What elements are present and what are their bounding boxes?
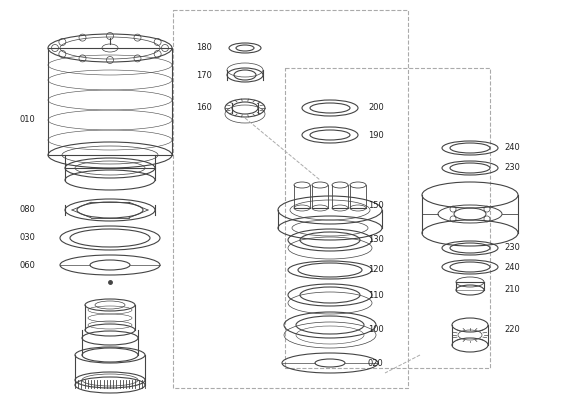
Text: 230: 230 (504, 244, 520, 252)
Text: 210: 210 (504, 286, 520, 294)
Text: 220: 220 (504, 326, 520, 334)
Text: 240: 240 (504, 144, 520, 152)
Text: 160: 160 (196, 104, 212, 112)
Text: 030: 030 (20, 234, 36, 242)
Text: 180: 180 (196, 44, 212, 52)
Text: 020: 020 (368, 358, 384, 368)
Bar (173, 10, 408, 388)
Text: 150: 150 (368, 200, 384, 210)
Text: 230: 230 (504, 164, 520, 172)
Text: 240: 240 (504, 262, 520, 272)
Text: 080: 080 (20, 206, 36, 214)
Text: 200: 200 (368, 104, 384, 112)
Text: 100: 100 (368, 326, 384, 334)
Text: 110: 110 (368, 290, 384, 300)
Bar (285, 68, 490, 368)
Text: 010: 010 (20, 116, 36, 124)
Text: 130: 130 (368, 236, 384, 244)
Text: 120: 120 (368, 266, 384, 274)
Text: 170: 170 (196, 70, 212, 80)
Text: 060: 060 (20, 260, 36, 270)
Text: 190: 190 (368, 130, 384, 140)
